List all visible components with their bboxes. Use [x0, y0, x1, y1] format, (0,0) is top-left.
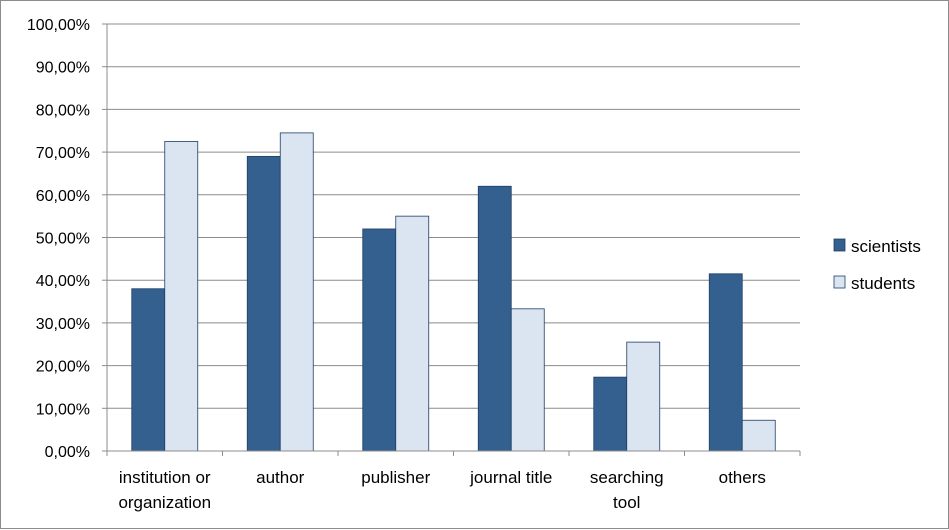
x-tick-label: institution or — [119, 468, 211, 487]
bar-scientists — [477, 185, 512, 452]
bars — [131, 132, 776, 452]
bar-scientists — [131, 288, 166, 452]
legend-swatch-students — [833, 275, 846, 289]
x-tick-label: publisher — [361, 468, 430, 487]
x-tick-label: tool — [613, 493, 640, 512]
y-tick-label: 40,00% — [36, 273, 90, 290]
y-tick-label: 80,00% — [36, 102, 90, 119]
legend-swatch-scientists — [833, 238, 846, 252]
bar-students — [395, 215, 430, 452]
x-tick-label: journal title — [469, 468, 552, 487]
bar-students — [510, 308, 545, 452]
x-tick-labels: institution or organization author publishe… — [118, 468, 765, 512]
y-tick-label: 50,00% — [36, 231, 90, 248]
bar-students — [626, 341, 661, 452]
y-tick-labels: 0,00% 10,00% 20,00% 30,00% 40,00% 50,00% 60,00… — [27, 17, 90, 461]
bar-students — [741, 419, 776, 452]
bar-scientists — [246, 155, 281, 452]
legend-label-scientists: scientists — [851, 237, 921, 256]
y-tick-label: 20,00% — [36, 359, 90, 376]
bar-students — [164, 141, 199, 452]
y-tick-label: 0,00% — [45, 444, 90, 461]
legend-label-students: students — [851, 274, 915, 293]
bar-students — [279, 132, 314, 452]
legend: scientists students — [833, 237, 921, 293]
y-tick-label: 90,00% — [36, 60, 90, 77]
y-tick-label: 30,00% — [36, 316, 90, 333]
x-tick-label: author — [256, 468, 305, 487]
bar-scientists — [362, 228, 397, 452]
y-tick-label: 60,00% — [36, 188, 90, 205]
gridlines — [107, 23, 800, 409]
axes — [102, 23, 801, 456]
bar-scientists — [593, 376, 628, 452]
y-tick-label: 70,00% — [36, 145, 90, 162]
x-tick-label: others — [719, 468, 766, 487]
bar-scientists — [708, 273, 743, 452]
y-tick-label: 100,00% — [27, 17, 90, 34]
y-tick-label: 10,00% — [36, 401, 90, 418]
x-tick-label: organization — [118, 493, 211, 512]
x-tick-label: searching — [590, 468, 664, 487]
